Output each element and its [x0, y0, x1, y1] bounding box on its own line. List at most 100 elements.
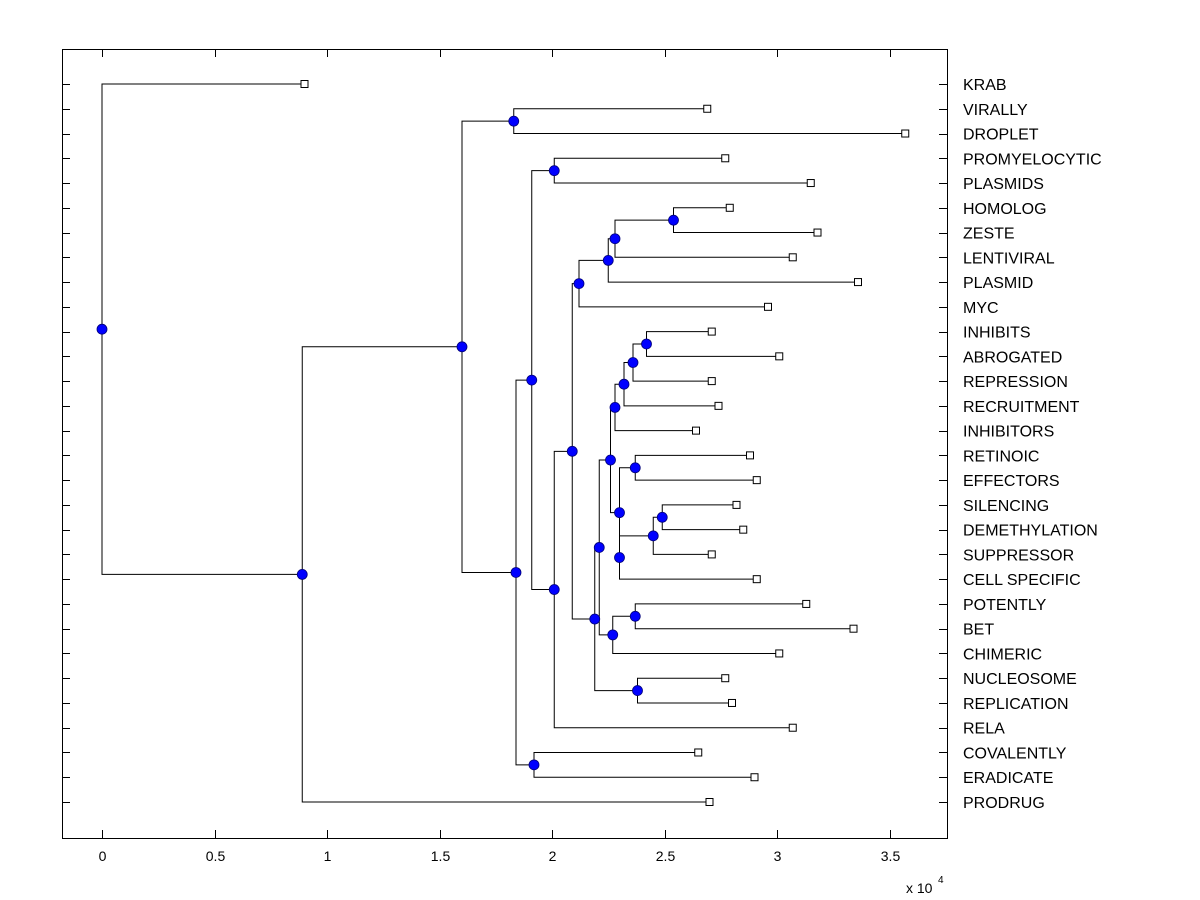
branch-link	[612, 615, 636, 635]
branch-link	[634, 603, 807, 617]
branch-link	[598, 547, 613, 636]
branch-link	[661, 504, 737, 518]
leaf-label: DEMETHYLATION	[963, 523, 1098, 540]
leaf-label: ZESTE	[963, 226, 1015, 243]
branch-link	[614, 219, 674, 239]
internal-node	[656, 511, 668, 523]
branch-link	[461, 346, 516, 573]
leaf-label: ABROGATED	[963, 349, 1062, 366]
leaf-marker	[692, 426, 700, 435]
branch-link	[637, 677, 726, 691]
leaf-marker	[705, 798, 714, 806]
leaf-label: INHIBITS	[963, 325, 1031, 342]
internal-node	[526, 374, 538, 386]
leaf-marker	[728, 698, 736, 707]
branch-link	[571, 451, 595, 620]
branch-link	[637, 690, 732, 704]
node-markers	[96, 115, 679, 771]
leaf-label: SUPPRESSOR	[963, 547, 1074, 564]
internal-node	[508, 115, 520, 127]
internal-node	[589, 613, 601, 625]
leaf-marker	[802, 599, 811, 608]
plot-frame	[62, 49, 948, 839]
branch-link	[634, 616, 854, 630]
leaf-marker	[854, 278, 862, 287]
x-tick-label: 0	[99, 848, 107, 864]
branch-link	[101, 329, 303, 575]
leaf-marker	[721, 154, 730, 163]
leaf-marker	[764, 302, 772, 311]
dendrogram-links	[101, 83, 906, 803]
branch-link	[634, 467, 757, 481]
branch-link	[301, 346, 462, 575]
leaf-label: REPRESSION	[963, 374, 1068, 391]
branch-link	[623, 384, 719, 407]
branch-link	[619, 467, 636, 513]
internal-node	[618, 378, 630, 390]
leaf-label: HOMOLOG	[963, 201, 1047, 218]
leaf-marker	[739, 525, 748, 534]
leaf-marker	[901, 129, 910, 138]
internal-node	[528, 759, 540, 771]
leaf-markers	[300, 80, 910, 806]
branch-link	[578, 259, 609, 284]
internal-node	[573, 278, 585, 290]
internal-node	[629, 462, 641, 474]
leaf-marker	[707, 327, 716, 336]
internal-node	[609, 402, 621, 413]
internal-node	[456, 341, 468, 353]
x-tick-label: 1.5	[431, 848, 451, 864]
leaf-label: RECRUITMENT	[963, 399, 1080, 416]
x-multiplier: x 10	[906, 880, 933, 896]
leaf-label: REPLICATION	[963, 696, 1069, 713]
leaf-label: CHIMERIC	[963, 646, 1042, 663]
leaf-label: EFFECTORS	[963, 473, 1060, 490]
leaf-marker	[788, 723, 797, 732]
leaf-label: PLASMIDS	[963, 176, 1044, 193]
internal-node	[609, 233, 621, 245]
leaf-label: CELL SPECIFIC	[963, 572, 1081, 589]
x-tick-label: 1	[324, 848, 332, 864]
leaf-marker	[725, 203, 734, 212]
branch-link	[553, 450, 573, 590]
leaf-marker	[813, 228, 822, 237]
branch-link	[607, 260, 858, 283]
branch-link	[619, 557, 757, 580]
internal-node	[296, 569, 308, 580]
branch-link	[610, 460, 620, 514]
internal-node	[602, 255, 614, 266]
internal-node	[96, 323, 108, 335]
branch-link	[594, 619, 638, 692]
branch-link	[612, 634, 780, 654]
x-tick-label: 3	[774, 848, 782, 864]
internal-node	[605, 454, 616, 466]
branch-link	[614, 407, 696, 432]
internal-node	[607, 629, 619, 641]
leaf-marker	[746, 451, 754, 460]
branch-link	[533, 764, 755, 778]
branch-link	[553, 157, 726, 171]
x-tick-label: 0.5	[206, 848, 226, 864]
branch-link	[673, 220, 818, 234]
branch-link	[513, 121, 906, 135]
leaf-label: KRAB	[963, 77, 1007, 94]
leaf-label: LENTIVIRAL	[963, 250, 1055, 267]
branch-link	[619, 535, 654, 558]
leaf-marker	[752, 476, 761, 485]
internal-node	[614, 552, 625, 563]
leaf-label: RETINOIC	[963, 448, 1039, 465]
internal-node	[614, 507, 625, 519]
leaf-label: DROPLET	[963, 127, 1039, 144]
leaf-label: NUCLEOSOME	[963, 671, 1077, 688]
branch-link	[571, 283, 579, 452]
branch-link	[513, 108, 708, 122]
leaf-marker	[849, 624, 858, 633]
branch-link	[533, 751, 699, 765]
leaf-label: INHIBITORS	[963, 424, 1054, 441]
branch-link	[652, 535, 712, 555]
leaf-label: RELA	[963, 721, 1005, 738]
leaf-marker	[300, 80, 309, 88]
leaf-marker	[694, 748, 703, 757]
leaf-label: COVALENTLY	[963, 745, 1067, 762]
